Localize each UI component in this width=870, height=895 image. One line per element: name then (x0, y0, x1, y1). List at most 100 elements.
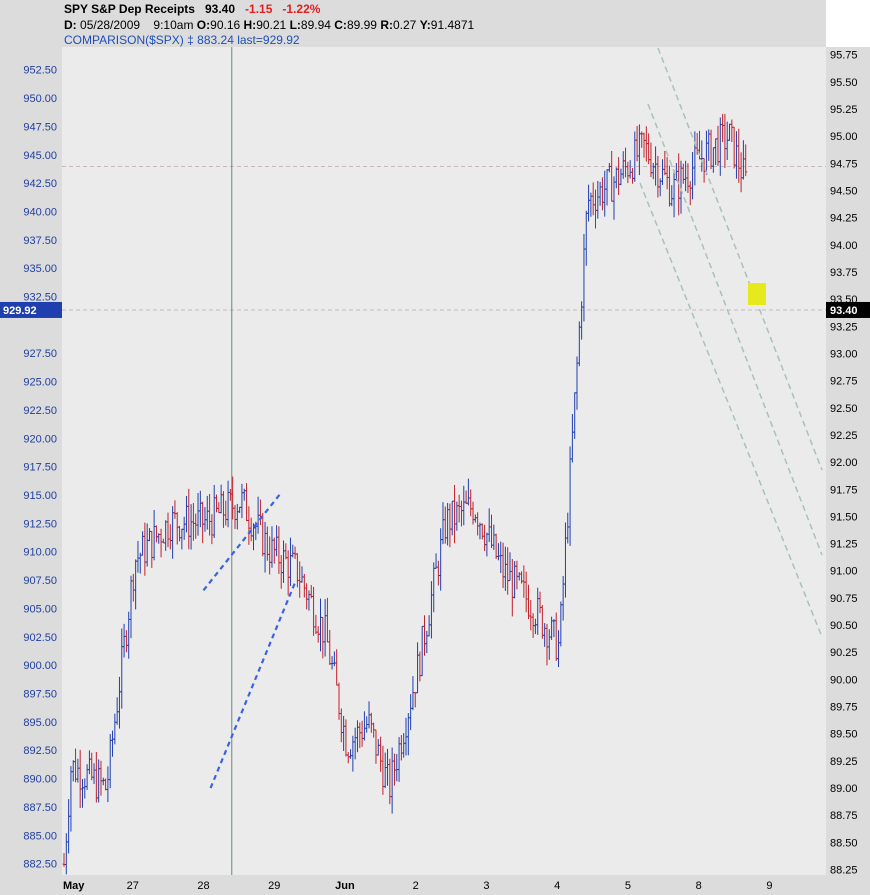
security-name: S&P Dep Receipts (91, 2, 195, 16)
x-tick-label: 29 (268, 880, 280, 892)
right-tick-label: 92.75 (830, 376, 858, 388)
left-tick-label: 920.00 (23, 433, 57, 445)
time-value: 9:10am (153, 18, 194, 32)
low-label: L: (289, 18, 301, 32)
comparison-marker: ‡ (187, 33, 194, 47)
comparison-value: 883.24 (197, 33, 234, 47)
plot-area (62, 47, 826, 875)
right-tick-label: 92.25 (830, 430, 858, 442)
left-tick-label: 952.50 (23, 65, 57, 77)
left-tick-label: 932.50 (23, 292, 57, 304)
range-value: 0.27 (392, 18, 417, 32)
left-tick-label: 902.50 (23, 632, 57, 644)
left-tick-label: 912.50 (23, 518, 57, 530)
channel-upper-line (657, 47, 823, 471)
right-tick-label: 93.75 (830, 267, 858, 279)
close-value: 89.99 (346, 18, 377, 32)
x-tick-label: Jun (335, 880, 355, 892)
price-change: -1.15 (245, 2, 273, 16)
x-tick-label: 2 (413, 880, 419, 892)
left-tick-label: 907.50 (23, 575, 57, 587)
x-axis-panel (0, 875, 870, 895)
left-tick-label: 947.50 (23, 121, 57, 133)
left-tick-label: 945.00 (23, 150, 57, 162)
x-tick-label: 9 (766, 880, 772, 892)
left-tick-label: 925.00 (23, 377, 57, 389)
close-label: C: (334, 18, 347, 32)
x-tick-label: 27 (127, 880, 139, 892)
left-tick-label: 917.50 (23, 462, 57, 474)
y-label: Y: (419, 18, 431, 32)
open-value: 90.16 (210, 18, 241, 32)
channel-lower-line (639, 182, 823, 638)
date-label: D: (64, 18, 77, 32)
wedge-upper-line (202, 491, 283, 591)
right-tick-label: 95.00 (830, 131, 858, 143)
x-tick-label: 4 (554, 880, 560, 892)
right-tick-label: 88.75 (830, 810, 858, 822)
wedge-lower-line (209, 581, 297, 789)
left-tick-label: 950.00 (23, 93, 57, 105)
left-tick-label: 887.50 (23, 802, 57, 814)
right-tick-label: 88.50 (830, 837, 858, 849)
right-tick-label: 90.00 (830, 674, 858, 686)
right-tick-label: 95.75 (830, 50, 858, 62)
y-value: 91.4871 (430, 18, 475, 32)
right-tick-label: 89.50 (830, 729, 858, 741)
right-tick-label: 89.75 (830, 702, 858, 714)
right-tick-label: 91.00 (830, 566, 858, 578)
left-tick-label: 935.00 (23, 263, 57, 275)
x-tick-label: 8 (696, 880, 702, 892)
right-tick-label: 93.25 (830, 321, 858, 333)
highlight-marker (748, 283, 766, 305)
high-label: H: (243, 18, 257, 32)
left-tick-label: 900.00 (23, 660, 57, 672)
left-tick-label: 895.00 (23, 717, 57, 729)
right-tick-label: 88.25 (830, 865, 858, 877)
left-tick-label: 890.00 (23, 774, 57, 786)
right-tick-label: 95.25 (830, 104, 858, 116)
right-axis-panel (826, 47, 870, 875)
right-tick-label: 92.50 (830, 403, 858, 415)
left-tick-label: 910.00 (23, 547, 57, 559)
right-tick-label: 94.50 (830, 185, 858, 197)
left-last-flag (0, 301, 62, 318)
channel-middle-line (647, 103, 823, 556)
right-tick-label: 89.25 (830, 756, 858, 768)
right-tick-label: 90.25 (830, 647, 858, 659)
comparison-label: COMPARISON($SPX) (64, 33, 184, 47)
right-tick-label: 89.00 (830, 783, 858, 795)
left-tick-label: 885.00 (23, 830, 57, 842)
left-tick-label: 922.50 (23, 405, 57, 417)
left-tick-label: 905.00 (23, 603, 57, 615)
low-value: 89.94 (300, 18, 331, 32)
last-price: 93.40 (204, 2, 236, 16)
comparison-line: COMPARISON($SPX) ‡ 883.24 last=929.92 (64, 33, 300, 47)
left-tick-label: 915.00 (23, 490, 57, 502)
chart-header: SPY S&P Dep Receipts 93.40 -1.15 -1.22% … (0, 0, 826, 47)
date-value: 05/28/2009 (80, 18, 141, 32)
left-tick-label: 897.50 (23, 689, 57, 701)
left-tick-label: 937.50 (23, 235, 57, 247)
x-tick-label: 3 (483, 880, 489, 892)
right-last-value: 93.40 (830, 305, 858, 317)
x-tick-label: 28 (197, 880, 209, 892)
left-tick-label: 942.50 (23, 178, 57, 190)
right-tick-label: 93.00 (830, 348, 858, 360)
right-tick-label: 90.50 (830, 620, 858, 632)
price-change-pct: -1.22% (282, 2, 321, 16)
left-last-value: 929.92 (3, 305, 37, 317)
right-tick-label: 91.50 (830, 511, 858, 523)
high-value: 90.21 (256, 18, 287, 32)
right-tick-label: 91.75 (830, 484, 858, 496)
x-tick-label: 5 (625, 880, 631, 892)
right-tick-label: 94.00 (830, 240, 858, 252)
left-tick-label: 882.50 (23, 859, 57, 871)
x-tick-label: May (63, 880, 85, 892)
left-tick-label: 892.50 (23, 745, 57, 757)
symbol: SPY (64, 2, 88, 16)
right-tick-label: 94.75 (830, 158, 858, 170)
left-axis-panel (0, 47, 62, 875)
